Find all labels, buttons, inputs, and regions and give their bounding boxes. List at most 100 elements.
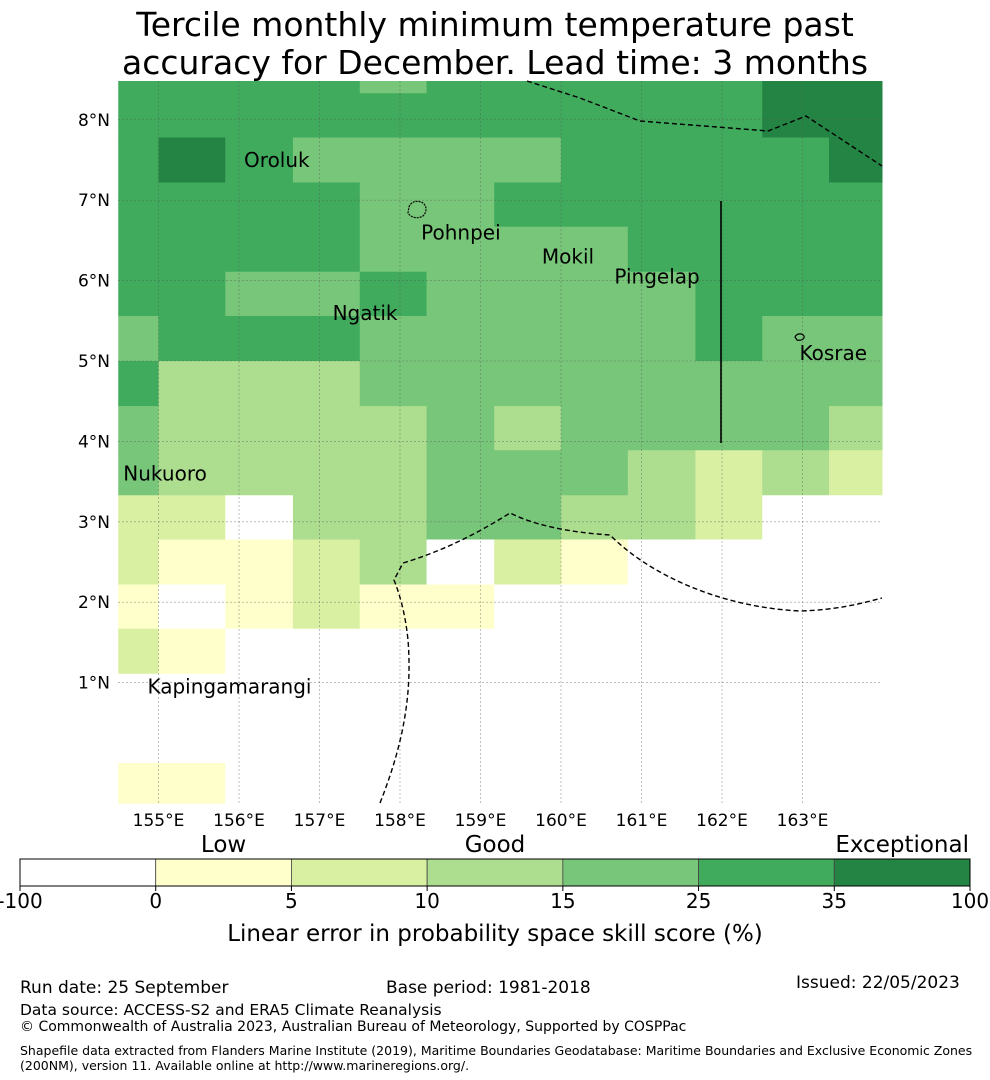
skill-cell xyxy=(695,137,763,184)
skill-cell xyxy=(158,226,226,273)
copyright: © Commonwealth of Australia 2023, Austra… xyxy=(20,1019,687,1035)
skill-cell xyxy=(292,361,361,407)
skill-cell xyxy=(225,271,294,317)
skill-cell xyxy=(762,226,830,273)
skill-cell xyxy=(561,717,629,764)
colorbar: -100 0 5 10 15 25 35 100 Low Good Exceptional Linea… xyxy=(0,832,989,947)
skill-cell xyxy=(762,673,830,719)
skill-cell xyxy=(118,81,159,94)
skill-cell xyxy=(292,182,361,228)
skill-cell xyxy=(118,271,159,317)
skill-cell xyxy=(426,271,495,317)
skill-cell xyxy=(426,182,495,228)
skill-cell xyxy=(292,628,361,675)
skill-cell xyxy=(762,628,830,675)
skill-cell xyxy=(359,182,428,228)
longitude-tick-label: 162°E xyxy=(696,811,748,831)
skill-cell xyxy=(118,93,159,138)
skill-cell xyxy=(359,315,428,362)
skill-cell xyxy=(561,763,629,804)
skill-cell xyxy=(627,182,696,228)
skill-cell xyxy=(561,673,629,719)
skill-cell xyxy=(225,584,294,630)
skill-cell xyxy=(225,361,294,407)
colorbar-tick-label: 10 xyxy=(414,889,439,913)
skill-cell xyxy=(426,81,495,94)
skill-cell xyxy=(762,137,830,184)
graticule xyxy=(118,81,882,805)
colorbar-tick-label: 15 xyxy=(550,889,575,913)
skill-cell xyxy=(359,226,428,273)
skill-cell xyxy=(494,361,562,407)
skill-cell xyxy=(359,584,428,630)
colorbar-tick-label: 100 xyxy=(951,889,989,913)
skill-cells xyxy=(118,81,883,804)
longitude-labels: 155°E 156°E 157°E 158°E 159°E 160°E 161°E 162°E… xyxy=(133,811,829,831)
skill-cell xyxy=(494,717,562,764)
skill-cell xyxy=(762,271,830,317)
skill-cell xyxy=(359,495,428,540)
skill-cell xyxy=(494,81,562,94)
skill-cell xyxy=(118,584,159,630)
colorbar-segment xyxy=(19,858,157,887)
skill-cell xyxy=(627,763,696,804)
skill-cell xyxy=(158,315,226,362)
skill-cell xyxy=(118,763,159,804)
skill-cell xyxy=(762,182,830,228)
skill-cell xyxy=(561,628,629,675)
skill-cell xyxy=(426,584,495,630)
latitude-tick-label: 4°N xyxy=(78,432,110,452)
latitude-labels: 1°N 2°N 3°N 4°N 5°N 6°N 7°N 8°N xyxy=(78,111,110,694)
skill-cell xyxy=(762,539,830,586)
skill-cell xyxy=(292,450,361,496)
skill-cell xyxy=(158,450,226,496)
longitude-tick-label: 158°E xyxy=(374,811,426,831)
skill-cell xyxy=(494,673,562,719)
skill-cell xyxy=(494,584,562,630)
skill-cell xyxy=(494,495,562,540)
skill-cell xyxy=(225,763,294,804)
skill-cell xyxy=(829,406,883,451)
skill-cell xyxy=(627,717,696,764)
colorbar-segment xyxy=(426,858,564,887)
latitude-tick-label: 7°N xyxy=(78,191,110,211)
skill-cell xyxy=(118,539,159,586)
skill-cell xyxy=(158,361,226,407)
colorbar-tick-label: 35 xyxy=(822,889,847,913)
skill-cell xyxy=(627,673,696,719)
skill-cell xyxy=(561,137,629,184)
skill-cell xyxy=(627,628,696,675)
skill-cell xyxy=(561,450,629,496)
pohnpei-island-outline xyxy=(407,200,427,219)
skill-cell xyxy=(695,315,763,362)
island-label: Nukuoro xyxy=(123,462,207,486)
skill-cell xyxy=(118,361,159,407)
skill-cell xyxy=(762,406,830,451)
skill-cell xyxy=(762,93,830,138)
skill-cell xyxy=(118,406,159,451)
island-labels: Oroluk Pohnpei Mokil Pingelap Ngatik Kosrae Nu… xyxy=(123,148,867,699)
skill-cell xyxy=(695,81,763,94)
skill-cell xyxy=(359,93,428,138)
island-label: Pingelap xyxy=(614,265,699,289)
skill-cell xyxy=(561,495,629,540)
skill-cell xyxy=(695,495,763,540)
skill-cell xyxy=(494,539,562,586)
skill-cell xyxy=(494,93,562,138)
skill-cell xyxy=(158,81,226,94)
skill-cell xyxy=(359,81,428,94)
skill-cell xyxy=(627,361,696,407)
skill-cell xyxy=(762,584,830,630)
skill-cell xyxy=(292,495,361,540)
skill-cell xyxy=(561,584,629,630)
shapefile-line-2: (200NM), version 11. Available online at… xyxy=(20,1058,470,1073)
skill-cell xyxy=(627,93,696,138)
kosrae-island-outline xyxy=(794,333,805,341)
skill-cell xyxy=(695,93,763,138)
skill-cell xyxy=(829,628,883,675)
latitude-tick-label: 1°N xyxy=(78,674,110,694)
skill-cell xyxy=(829,315,883,362)
skill-cell xyxy=(695,673,763,719)
skill-cell xyxy=(695,584,763,630)
skill-cell xyxy=(225,673,294,719)
